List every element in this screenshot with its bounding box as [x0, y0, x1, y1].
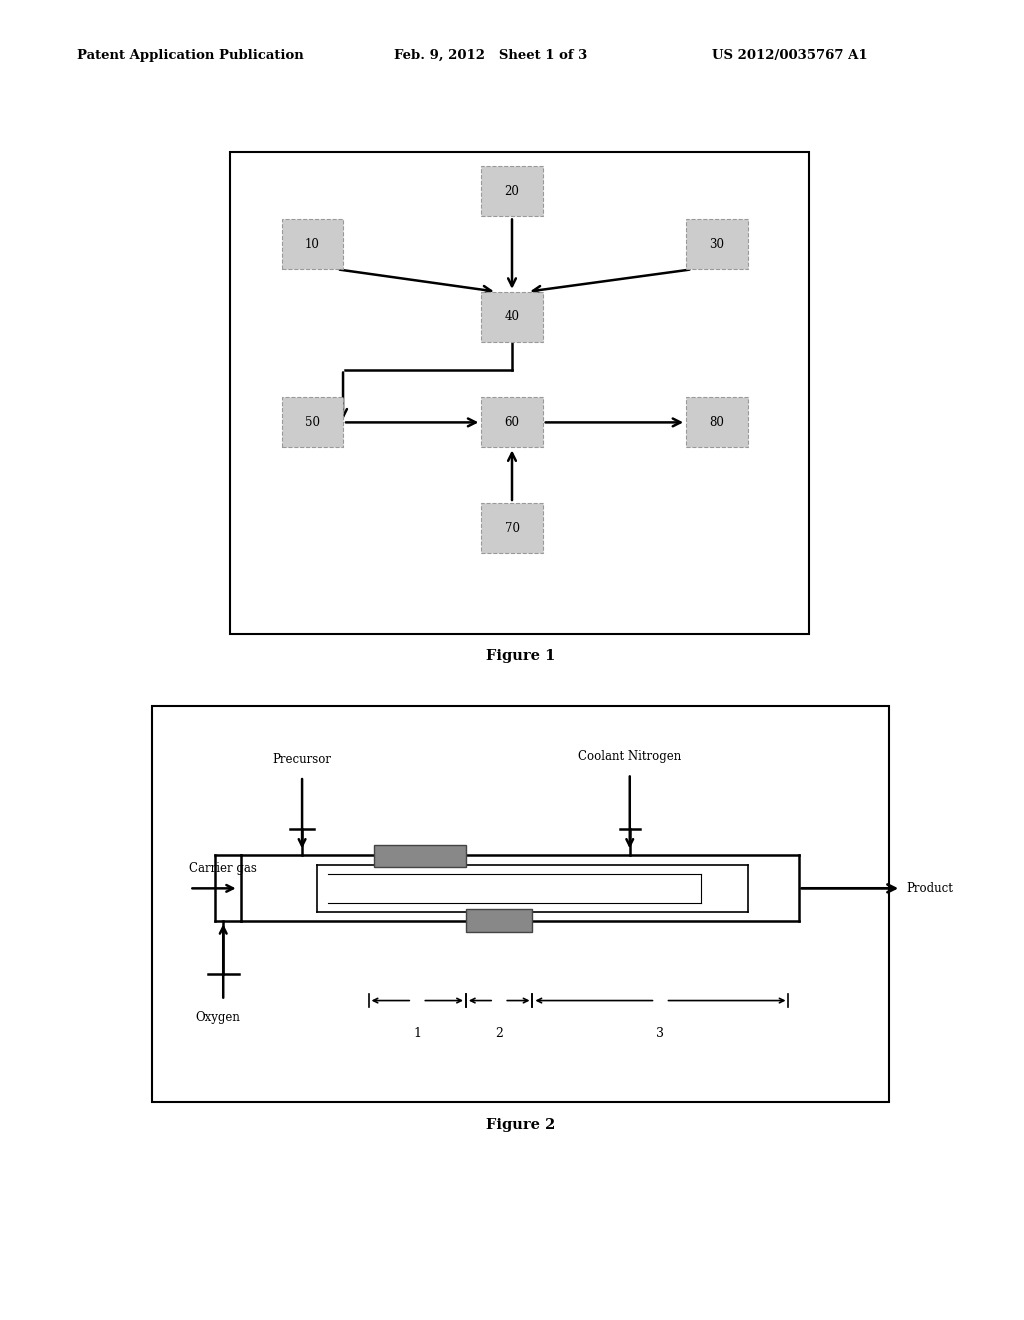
- Text: 10: 10: [305, 238, 319, 251]
- Text: Oxygen: Oxygen: [196, 1011, 241, 1024]
- Bar: [466, 909, 532, 932]
- Bar: [282, 397, 343, 447]
- Text: 50: 50: [305, 416, 319, 429]
- Bar: [374, 845, 466, 867]
- Text: 20: 20: [505, 185, 519, 198]
- Text: 1: 1: [414, 1027, 421, 1040]
- Text: 60: 60: [505, 416, 519, 429]
- Text: 30: 30: [710, 238, 724, 251]
- Text: Figure 1: Figure 1: [485, 649, 555, 663]
- Text: Coolant Nitrogen: Coolant Nitrogen: [579, 750, 681, 763]
- Text: Precursor: Precursor: [272, 752, 332, 766]
- Bar: [481, 503, 543, 553]
- Text: US 2012/0035767 A1: US 2012/0035767 A1: [712, 49, 867, 62]
- Text: 40: 40: [505, 310, 519, 323]
- Bar: [686, 397, 748, 447]
- Text: 2: 2: [496, 1027, 503, 1040]
- Text: Figure 2: Figure 2: [485, 1118, 555, 1131]
- Text: Product: Product: [906, 882, 953, 895]
- Text: 70: 70: [505, 521, 519, 535]
- Text: Patent Application Publication: Patent Application Publication: [77, 49, 303, 62]
- Bar: [152, 706, 889, 1102]
- Text: Carrier gas: Carrier gas: [189, 862, 257, 875]
- Bar: [481, 166, 543, 216]
- Bar: [282, 219, 343, 269]
- Text: 3: 3: [656, 1027, 665, 1040]
- Bar: [481, 397, 543, 447]
- Text: 80: 80: [710, 416, 724, 429]
- Bar: [686, 219, 748, 269]
- Bar: [481, 292, 543, 342]
- Text: Feb. 9, 2012   Sheet 1 of 3: Feb. 9, 2012 Sheet 1 of 3: [394, 49, 588, 62]
- Bar: [230, 152, 809, 634]
